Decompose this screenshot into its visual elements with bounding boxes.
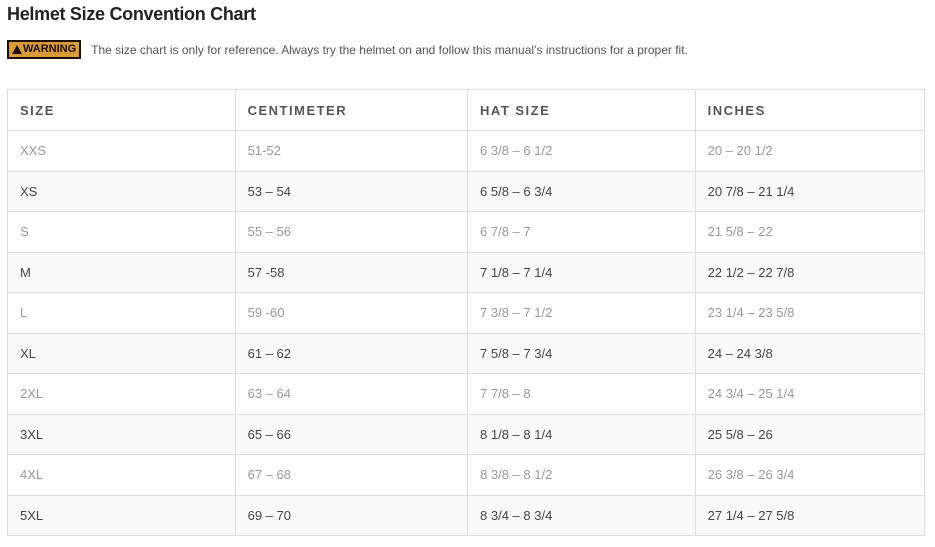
table-cell: L — [7, 292, 236, 334]
table-cell: 7 5/8 – 7 3/4 — [467, 332, 696, 374]
table-row: 4XL 67 – 68 8 3/8 – 8 1/2 26 3/8 – 26 3/4 — [7, 454, 926, 496]
table-cell: 63 – 64 — [234, 373, 469, 415]
table-row: 2XL 63 – 64 7 7/8 – 8 24 3/4 – 25 1/4 — [7, 373, 926, 415]
table-cell: 4XL — [7, 454, 236, 496]
table-cell: 22 1/2 – 22 7/8 — [694, 251, 926, 293]
table-cell: S — [7, 211, 236, 253]
table-cell: 7 3/8 – 7 1/2 — [467, 292, 696, 334]
column-header: HAT SIZE — [467, 89, 696, 131]
table-cell: 6 7/8 – 7 — [467, 211, 696, 253]
table-cell: 21 5/8 – 22 — [694, 211, 926, 253]
table-row: XS 53 – 54 6 5/8 – 6 3/4 20 7/8 – 21 1/4 — [7, 170, 926, 212]
table-cell: 7 7/8 – 8 — [467, 373, 696, 415]
table-cell: 20 7/8 – 21 1/4 — [694, 170, 926, 212]
size-table: SIZE CENTIMETER HAT SIZE INCHES XXS 51-52 6 3… — [7, 89, 926, 536]
table-cell: 8 3/4 – 8 3/4 — [467, 494, 696, 536]
table-row: S 55 – 56 6 7/8 – 7 21 5/8 – 22 — [7, 211, 926, 253]
table-cell: 20 – 20 1/2 — [694, 130, 926, 172]
table-cell: 67 – 68 — [234, 454, 469, 496]
table-cell: 61 – 62 — [234, 332, 469, 374]
table-cell: 3XL — [7, 413, 236, 455]
table-cell: 7 1/8 – 7 1/4 — [467, 251, 696, 293]
warning-text: The size chart is only for reference. Al… — [91, 42, 688, 57]
table-cell: XS — [7, 170, 236, 212]
table-row: M 57 -58 7 1/8 – 7 1/4 22 1/2 – 22 7/8 — [7, 251, 926, 293]
warning-notice: WARNING The size chart is only for refer… — [7, 40, 688, 59]
table-cell: 53 – 54 — [234, 170, 469, 212]
table-row: 3XL 65 – 66 8 1/8 – 8 1/4 25 5/8 – 26 — [7, 413, 926, 455]
warning-icon — [12, 45, 22, 54]
table-cell: 8 3/8 – 8 1/2 — [467, 454, 696, 496]
table-cell: 25 5/8 – 26 — [694, 413, 926, 455]
page-title: Helmet Size Convention Chart — [7, 4, 256, 24]
table-cell: 6 3/8 – 6 1/2 — [467, 130, 696, 172]
column-header: SIZE — [7, 89, 236, 131]
table-cell: 59 -60 — [234, 292, 469, 334]
warning-badge-label: WARNING — [23, 43, 77, 55]
table-cell: 69 – 70 — [234, 494, 469, 536]
table-cell: 27 1/4 – 27 5/8 — [694, 494, 926, 536]
table-cell: 51-52 — [234, 130, 469, 172]
table-cell: 65 – 66 — [234, 413, 469, 455]
table-cell: 23 1/4 – 23 5/8 — [694, 292, 926, 334]
table-cell: XXS — [7, 130, 236, 172]
table-cell: 55 – 56 — [234, 211, 469, 253]
table-cell: 5XL — [7, 494, 236, 536]
table-cell: 24 3/4 – 25 1/4 — [694, 373, 926, 415]
table-cell: 2XL — [7, 373, 236, 415]
table-cell: XL — [7, 332, 236, 374]
table-cell: 24 – 24 3/8 — [694, 332, 926, 374]
table-cell: 8 1/8 – 8 1/4 — [467, 413, 696, 455]
table-row: L 59 -60 7 3/8 – 7 1/2 23 1/4 – 23 5/8 — [7, 292, 926, 334]
table-row: 5XL 69 – 70 8 3/4 – 8 3/4 27 1/4 – 27 5/8 — [7, 494, 926, 536]
table-cell: 26 3/8 – 26 3/4 — [694, 454, 926, 496]
header-row: SIZE CENTIMETER HAT SIZE INCHES — [7, 89, 926, 131]
table-row: XXS 51-52 6 3/8 – 6 1/2 20 – 20 1/2 — [7, 130, 926, 172]
warning-badge: WARNING — [7, 40, 82, 59]
column-header: INCHES — [694, 89, 926, 131]
table-cell: 6 5/8 – 6 3/4 — [467, 170, 696, 212]
table-row: XL 61 – 62 7 5/8 – 7 3/4 24 – 24 3/8 — [7, 332, 926, 374]
table-cell: 57 -58 — [234, 251, 469, 293]
table-cell: M — [7, 251, 236, 293]
column-header: CENTIMETER — [234, 89, 469, 131]
